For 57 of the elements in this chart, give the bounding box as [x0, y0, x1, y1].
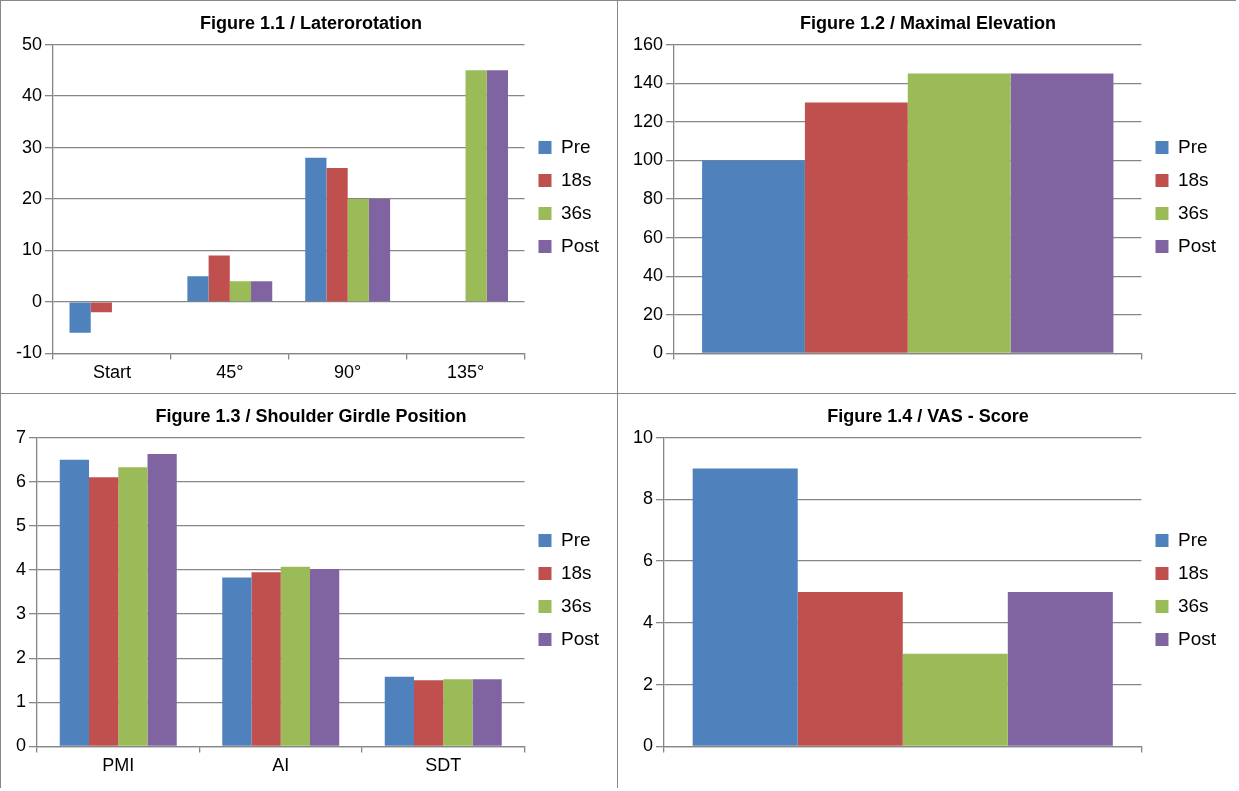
legend-label: 18s	[560, 168, 592, 190]
x-tick-label: 45°	[216, 362, 244, 383]
chart-title: Figure 1.4 / VAS - Score	[827, 405, 1029, 426]
y-tick-label: 8	[643, 488, 654, 509]
x-tick-label: Start	[92, 362, 131, 383]
y-tick-label: 50	[21, 33, 43, 54]
y-tick-label: 80	[643, 187, 664, 208]
y-tick-label: -10	[16, 342, 43, 363]
y-tick-label: 160	[632, 33, 664, 54]
y-tick-label: 40	[643, 265, 664, 286]
y-tick-label: 20	[21, 187, 43, 208]
y-tick-label: 20	[643, 303, 664, 324]
chart-title: Figure 1.1 / Laterorotation	[199, 12, 423, 33]
chart-title: Figure 1.3 / Shoulder Girdle Position	[155, 405, 467, 426]
legend-label: 36s	[1177, 201, 1209, 223]
y-tick-label: 120	[632, 110, 664, 131]
legend-label: Post	[1177, 234, 1217, 256]
legend-label: Pre	[1177, 528, 1208, 550]
y-tick-label: 6	[643, 550, 654, 571]
y-tick-label: 0	[16, 735, 27, 756]
y-tick-label: 30	[21, 136, 43, 157]
x-tick-label: SDT	[425, 755, 462, 776]
legend-label: 36s	[1177, 594, 1209, 616]
legend-label: Post	[1177, 627, 1217, 649]
x-tick-label: PMI	[102, 755, 135, 776]
y-tick-label: 10	[632, 426, 654, 447]
legend-label: Post	[560, 627, 600, 649]
legend-label: Pre	[560, 528, 591, 550]
legend-label: 18s	[1177, 168, 1209, 190]
y-tick-label: 2	[16, 647, 27, 668]
x-tick-label: 135°	[446, 362, 485, 383]
legend-label: Post	[560, 234, 600, 256]
y-tick-label: 0	[32, 290, 43, 311]
y-tick-label: 6	[16, 470, 27, 491]
y-tick-label: 0	[643, 735, 654, 756]
y-tick-label: 1	[16, 691, 27, 712]
y-tick-label: 10	[21, 239, 43, 260]
legend-label: 36s	[560, 594, 592, 616]
y-tick-label: 4	[16, 558, 27, 579]
y-tick-label: 0	[653, 342, 664, 363]
y-tick-label: 4	[643, 611, 654, 632]
y-tick-label: 100	[632, 149, 664, 170]
legend-label: 36s	[560, 201, 592, 223]
y-tick-label: 2	[643, 673, 654, 694]
legend-label: 18s	[560, 561, 592, 583]
y-tick-label: 60	[643, 226, 664, 247]
x-tick-label: AI	[272, 755, 290, 776]
y-tick-label: 140	[632, 72, 664, 93]
y-tick-label: 3	[16, 603, 27, 624]
legend-label: 18s	[1177, 561, 1209, 583]
x-tick-label: 90°	[334, 362, 362, 383]
chart-title: Figure 1.2 / Maximal Elevation	[799, 12, 1057, 33]
legend-label: Pre	[1177, 135, 1208, 157]
y-tick-label: 40	[21, 85, 43, 106]
y-tick-label: 7	[16, 426, 27, 447]
y-tick-label: 5	[16, 514, 27, 535]
legend-label: Pre	[560, 135, 591, 157]
